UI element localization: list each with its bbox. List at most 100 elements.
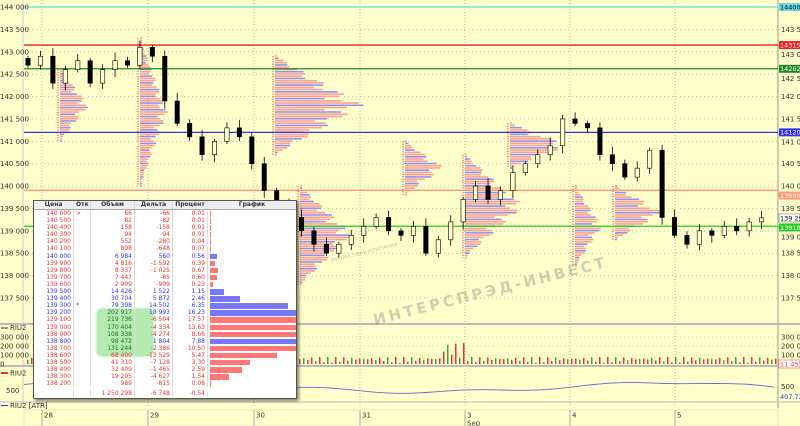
cell-delta: -909 [135, 280, 173, 289]
table-row[interactable]: 139 700 7 447 -85 0.60 [34, 273, 296, 281]
cell-vol: 989 [91, 380, 135, 388]
profile-bar [465, 171, 482, 174]
volume-bar [355, 359, 357, 364]
table-row[interactable]: 138 400 32 409 -1 465 2.59 [34, 366, 296, 374]
table-row[interactable]: 138 800 98 472 1 804 7.88 [34, 337, 296, 345]
volume-bar [739, 362, 741, 364]
col-price[interactable]: Цена [34, 201, 74, 209]
table-row[interactable]: 138 500 41 310 -7 128 3.30 [34, 358, 296, 367]
cell-pct: 0.08 [173, 380, 208, 388]
volume-bar [659, 357, 661, 364]
level-tag-connector [777, 225, 780, 228]
col-otk[interactable]: Отк [74, 201, 91, 209]
volume-bar [771, 359, 773, 364]
col-percent[interactable]: Процент [173, 201, 208, 209]
volume-bar [655, 360, 657, 364]
candle-body [162, 55, 168, 102]
table-row[interactable]: 139 800 8 337 -1 025 0.67 [34, 266, 296, 274]
total-volume: 1 250 298 [91, 390, 135, 398]
atr-panel-label: RIU2 [10, 370, 27, 378]
table-row[interactable]: 139 100 219 736 -6 504 17.57 [34, 316, 296, 324]
profile-bar [275, 122, 326, 124]
table-row[interactable]: 139 200 202 917 18 993 16.23 [34, 309, 296, 317]
cell-delta: -2 386 [135, 344, 173, 352]
cell-pct: 5.47 [173, 351, 208, 359]
profile-bar [60, 111, 80, 113]
profile-bar [275, 144, 291, 147]
profile-bar [615, 202, 644, 205]
candle-body [535, 154, 541, 164]
table-row[interactable]: 138 700 131 244 -2 386 10.50 [34, 344, 296, 352]
col-graph[interactable]: График [238, 201, 266, 208]
table-row[interactable]: 139 000 170 404 -4 334 13.63 [34, 323, 296, 331]
price-tick-label-right: 139 000 [781, 233, 800, 241]
col-volume[interactable]: Объем [91, 201, 135, 209]
table-row[interactable]: 138 200 989 -815 0.08 [34, 380, 296, 388]
profile-bar [575, 249, 586, 252]
table-row[interactable]: 138 600 68 400 -13 529 5.47 [34, 351, 296, 359]
profile-bar [140, 126, 154, 129]
table-row[interactable]: 139 300 * 79 398 14 502 6.35 [34, 302, 296, 310]
cell-delta: 1 804 [135, 337, 173, 345]
table-row[interactable]: 139 500 14 426 1 522 1.15 [34, 288, 296, 296]
volume-tick-right: 200 000 [781, 343, 800, 351]
profile-bar [300, 274, 307, 277]
table-row[interactable]: 140 200 552 -280 0.04 [34, 238, 296, 246]
cell-otk [74, 358, 91, 367]
profile-bar [140, 173, 144, 176]
table-row[interactable]: 138 900 108 338 -4 274 8.66 [34, 330, 296, 338]
profile-bar [465, 178, 494, 180]
profile-bar [575, 187, 577, 189]
date-tick-label: 28 [44, 412, 53, 420]
table-row[interactable]: 138 300 19 205 -4 627 1.54 [34, 373, 296, 381]
profile-bar [275, 57, 279, 60]
profile-bar [60, 73, 64, 75]
cell-delta: -1 592 [135, 259, 173, 267]
volume-panel-label: RIU2 [10, 324, 27, 332]
table-row[interactable]: 139 400 30 704 5 872 2.46 [34, 295, 296, 303]
table-row[interactable]: 140 400 158 -158 0.01 [34, 224, 296, 232]
cell-otk [74, 344, 91, 352]
volume-bar [307, 360, 309, 364]
profile-bar [465, 200, 520, 203]
cell-pct: 2.59 [173, 366, 208, 374]
profile-bar [465, 234, 491, 236]
profile-bar [405, 191, 408, 194]
table-row[interactable]: 140 600 >66 -66 0.01 [34, 210, 296, 218]
profile-bar [140, 115, 158, 118]
date-tick-label: 4 [572, 412, 577, 420]
col-delta[interactable]: Дельта [135, 201, 173, 209]
table-row[interactable]: 140 300 94 -94 0.01 [34, 231, 296, 239]
volume-bar [475, 361, 477, 364]
profile-bar [140, 108, 166, 111]
level-tag-label: 139102 [780, 224, 800, 232]
cell-delta: -13 529 [135, 351, 173, 359]
profile-bar [275, 106, 347, 109]
table-row[interactable]: 140 000 6 984 560 0.56 [34, 252, 296, 260]
profile-bar [465, 254, 468, 257]
profile-bar [140, 140, 155, 142]
volume-bar [711, 358, 713, 364]
cell-pct: 0.60 [173, 273, 208, 281]
table-row[interactable]: 140 500 82 -82 0.01 [34, 217, 296, 225]
profile-bar [60, 108, 86, 111]
profile-bar [575, 229, 600, 232]
profile-bar [275, 111, 341, 113]
profile-bar [140, 176, 144, 178]
profile-bar [60, 140, 62, 142]
volume-bar [210, 338, 296, 345]
profile-bar [140, 180, 142, 183]
table-row[interactable]: 139 900 4 816 -1 592 0.39 [34, 259, 296, 267]
volume-last-tag [778, 359, 800, 369]
volume-bar [579, 359, 581, 364]
candle-body [560, 118, 566, 147]
candle-body [485, 185, 491, 200]
volume-by-price-table[interactable]: Цена Отк Объем Дельта Процент График 140… [33, 200, 297, 399]
cell-pct: 0.39 [173, 259, 208, 267]
cell-otk [74, 217, 91, 225]
cell-vol: 19 205 [91, 373, 135, 381]
profile-bar [60, 106, 88, 109]
table-row[interactable]: 140 100 898 -648 0.07 [34, 245, 296, 253]
table-row[interactable]: 139 600 2 909 -909 0.23 [34, 280, 296, 289]
profile-bar [510, 135, 541, 138]
